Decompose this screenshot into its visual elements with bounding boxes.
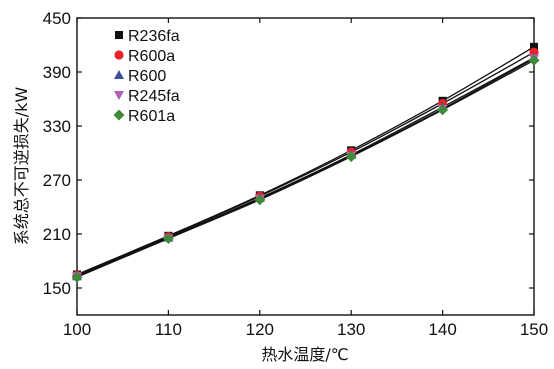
data-point-r601a (345, 151, 357, 163)
legend-label-r245fa: R245fa (128, 88, 180, 105)
series-markers (71, 42, 540, 283)
plot-frame (76, 17, 535, 316)
data-point-r601a (437, 104, 449, 116)
y-tick-label: 330 (43, 117, 71, 136)
x-tick-label: 150 (520, 320, 548, 339)
y-tick-label: 450 (43, 9, 71, 28)
x-axis-title: 热水温度/℃ (261, 345, 348, 364)
legend-marker-r600a (114, 50, 124, 60)
data-point-r601a (71, 271, 83, 283)
y-axis-title: 系统总不可逆损失/kW (12, 87, 31, 246)
legend-marker-r600 (114, 70, 124, 79)
data-point-r601a (528, 54, 540, 66)
data-point-r236fa (530, 42, 538, 51)
data-point-r601a (162, 233, 174, 244)
legend-marker-r236fa (115, 31, 123, 39)
x-tick-label: 130 (337, 320, 365, 339)
x-tick-label: 110 (155, 320, 182, 339)
series-line-r600 (76, 57, 535, 277)
y-tick-label: 390 (43, 63, 71, 82)
series-line-r600a (76, 51, 535, 276)
x-axis-ticks: 100 110 120 130 140 150 (63, 18, 548, 339)
legend-label-r600a: R600a (128, 48, 175, 65)
x-tick-label: 120 (246, 320, 274, 339)
legend-marker-r601a (113, 109, 125, 121)
x-tick-label: 100 (63, 320, 91, 339)
series-line-r601a (76, 59, 535, 278)
legend-label-r600: R600 (128, 68, 166, 85)
data-point-r601a (254, 194, 266, 206)
y-axis-ticks: 150 210 270 330 390 450 (43, 9, 534, 298)
legend-label-r601a: R601a (128, 108, 175, 125)
legend: R236fa R600a R600 R245fa R601a (113, 28, 180, 125)
legend-marker-r245fa (114, 91, 124, 100)
y-tick-label: 150 (43, 279, 71, 298)
legend-label-r236fa: R236fa (128, 28, 180, 45)
y-tick-label: 210 (43, 225, 71, 244)
x-tick-label: 140 (428, 320, 456, 339)
y-tick-label: 270 (43, 171, 71, 190)
